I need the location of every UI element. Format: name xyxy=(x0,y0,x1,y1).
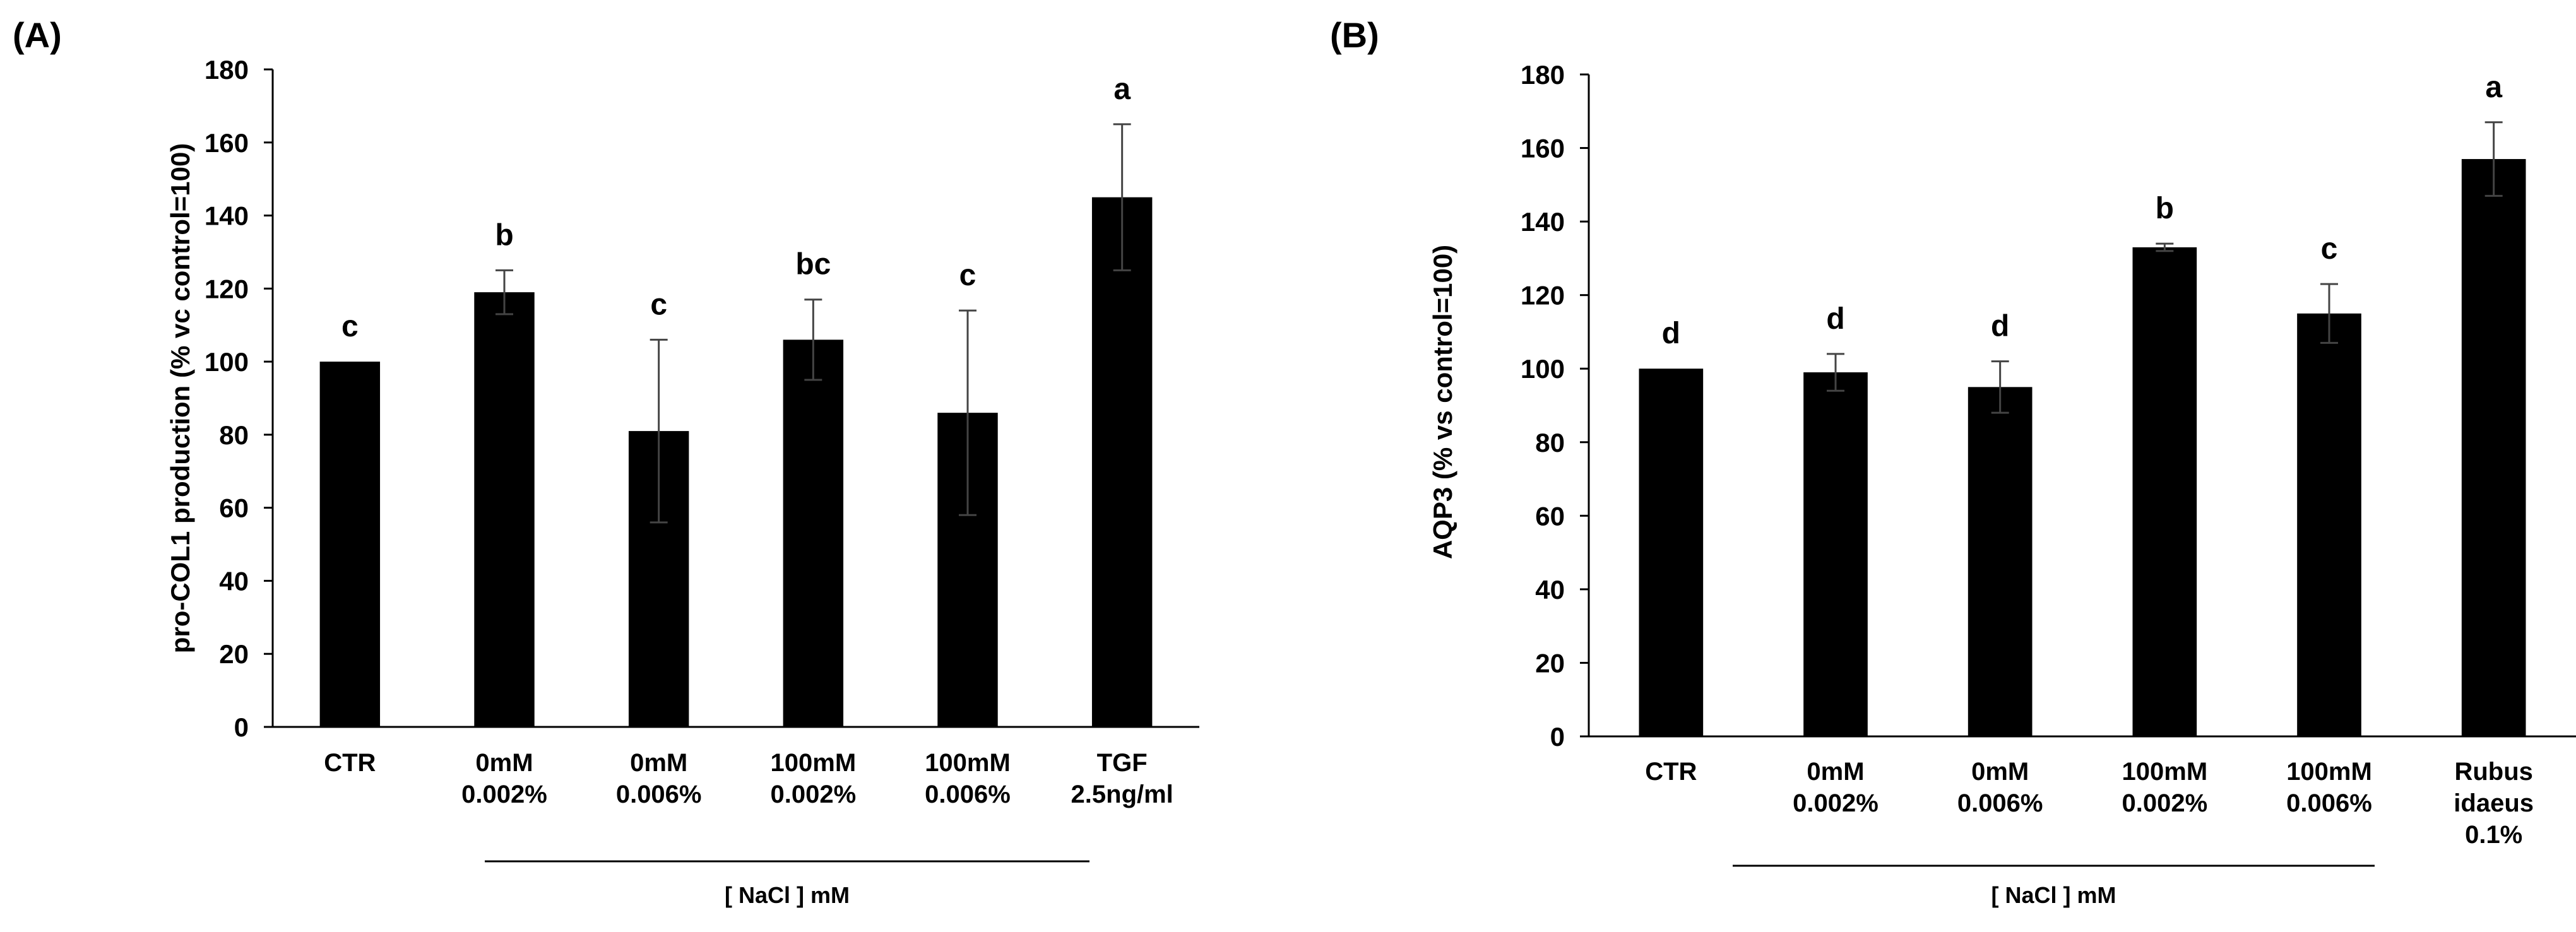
y-tick-label: 60 xyxy=(219,493,249,523)
x-category-label: 100mM xyxy=(2286,758,2372,786)
x-category-label: 0.002% xyxy=(1793,789,1879,817)
bar xyxy=(1968,387,2033,736)
y-tick-label: 160 xyxy=(205,128,249,158)
bar xyxy=(1639,369,1704,736)
bar xyxy=(1091,197,1153,728)
bar xyxy=(474,292,535,728)
x-category-label: 0.1% xyxy=(2465,821,2522,849)
significance-letter: a xyxy=(1113,73,1131,106)
y-tick-label: 80 xyxy=(1535,428,1565,457)
significance-letter: a xyxy=(2485,71,2502,104)
x-category-label: 0.006% xyxy=(616,781,702,808)
bar xyxy=(2297,313,2361,736)
x-category-label: 0mM xyxy=(475,749,533,777)
x-category-label: 0.002% xyxy=(461,781,547,808)
x-category-label: 100mM xyxy=(925,749,1011,777)
bar xyxy=(783,339,844,727)
x-category-label: 0.006% xyxy=(1957,789,2043,817)
y-axis-title: AQP3 (% vs control=100) xyxy=(1428,245,1457,559)
x-category-label: idaeus xyxy=(2454,789,2534,817)
significance-letter: d xyxy=(1826,302,1844,336)
bar xyxy=(319,362,381,727)
significance-letter: b xyxy=(495,218,513,252)
x-category-label: CTR xyxy=(1645,758,1697,786)
group-label: [ NaCl ] mM xyxy=(725,882,850,908)
bar xyxy=(2132,247,2197,737)
bar xyxy=(1803,372,1868,736)
y-tick-label: 140 xyxy=(1521,207,1565,237)
significance-letter: bc xyxy=(795,248,831,281)
x-category-label: 0mM xyxy=(630,749,687,777)
significance-letter: d xyxy=(1662,317,1680,350)
y-axis-title: pro-COL1 production (% vc control=100) xyxy=(165,143,195,654)
y-tick-label: 40 xyxy=(1535,575,1565,605)
significance-letter: b xyxy=(2156,192,2174,225)
x-category-label: Rubus xyxy=(2454,758,2532,786)
x-category-label: 2.5ng/ml xyxy=(1071,781,1173,808)
y-tick-label: 120 xyxy=(205,274,249,304)
y-tick-label: 100 xyxy=(205,347,249,377)
group-label: [ NaCl ] mM xyxy=(1991,882,2116,908)
significance-letter: c xyxy=(2321,232,2338,266)
y-tick-label: 120 xyxy=(1521,281,1565,310)
y-tick-label: 80 xyxy=(219,420,249,450)
bar xyxy=(2461,159,2526,737)
significance-letter: c xyxy=(650,288,667,321)
x-category-label: 0.002% xyxy=(770,781,856,808)
y-tick-label: 0 xyxy=(1550,722,1565,752)
significance-letter: d xyxy=(1991,310,2009,343)
x-category-label: CTR xyxy=(324,749,376,777)
panel-label: (A) xyxy=(13,15,62,55)
y-tick-label: 20 xyxy=(219,639,249,669)
y-tick-label: 160 xyxy=(1521,134,1565,163)
y-tick-label: 20 xyxy=(1535,648,1565,678)
y-tick-label: 60 xyxy=(1535,501,1565,531)
x-category-label: 0mM xyxy=(1807,758,1864,786)
y-tick-label: 100 xyxy=(1521,354,1565,384)
x-category-label: 100mM xyxy=(771,749,857,777)
x-category-label: 0mM xyxy=(1971,758,2029,786)
panel-label: (B) xyxy=(1330,15,1379,55)
significance-letter: c xyxy=(341,310,359,343)
x-category-label: 0.006% xyxy=(925,781,1011,808)
y-tick-label: 140 xyxy=(205,201,249,231)
x-category-label: 0.002% xyxy=(2122,789,2207,817)
significance-letter: c xyxy=(959,259,976,292)
y-tick-label: 180 xyxy=(1521,60,1565,90)
y-tick-label: 40 xyxy=(219,566,249,596)
x-category-label: 100mM xyxy=(2122,758,2208,786)
x-category-label: TGF xyxy=(1097,749,1148,777)
x-category-label: 0.006% xyxy=(2286,789,2372,817)
y-tick-label: 180 xyxy=(205,55,249,85)
y-tick-label: 0 xyxy=(234,712,249,742)
